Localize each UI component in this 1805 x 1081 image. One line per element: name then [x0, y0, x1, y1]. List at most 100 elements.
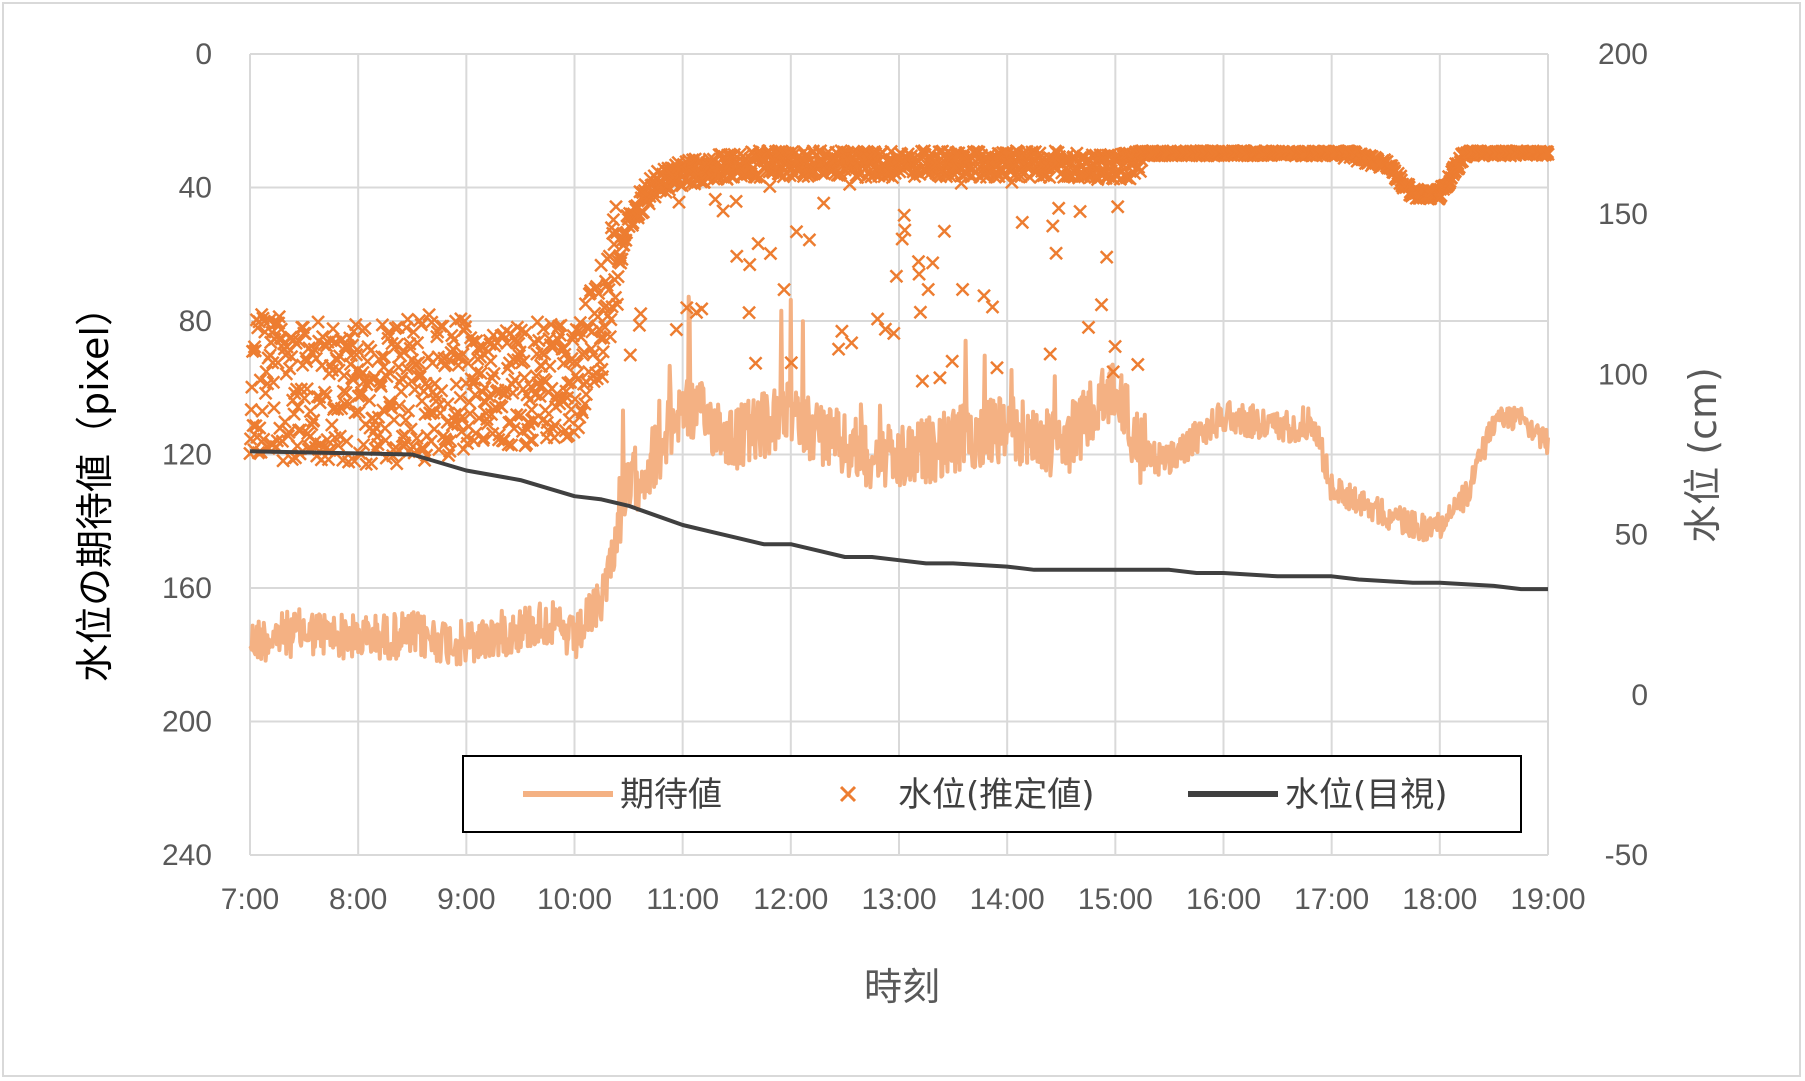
estimated-point [453, 390, 468, 405]
estimated-point [672, 195, 686, 209]
y-left-tick-label-6: 240 [162, 839, 212, 872]
estimated-point [455, 410, 470, 424]
estimated-point [763, 246, 778, 261]
estimated-point [579, 387, 594, 402]
estimated-point [443, 444, 457, 459]
estimated-point [538, 403, 553, 418]
estimated-point [400, 361, 414, 376]
estimated-point [291, 400, 305, 414]
estimated-point [990, 360, 1004, 375]
estimated-point [748, 356, 763, 371]
estimated-point [339, 385, 353, 400]
estimated-point [468, 388, 483, 402]
y-left-tick-labels: 0 40 80 120 160 200 240 [162, 38, 212, 872]
estimated-point [816, 196, 831, 210]
estimated-point [1106, 365, 1121, 379]
y-left-tick-label-5: 200 [162, 706, 212, 739]
estimated-point [610, 297, 625, 312]
estimated-point [575, 405, 590, 420]
estimated-point [632, 318, 647, 333]
estimated-point [441, 397, 455, 411]
estimated-point [531, 333, 546, 348]
estimated-point [501, 437, 516, 452]
estimated-point [253, 373, 268, 387]
y-left-tick-label-0: 0 [195, 38, 212, 71]
x-tick-label-7: 14:00 [970, 883, 1045, 916]
estimated-point [290, 439, 305, 453]
estimated-point [1133, 164, 1148, 179]
estimated-point [694, 302, 709, 316]
estimated-point [870, 312, 885, 326]
estimated-point [394, 384, 409, 399]
estimated-point [257, 314, 272, 329]
estimated-point [343, 331, 357, 345]
estimated-point [729, 249, 744, 264]
estimated-point [1099, 250, 1114, 264]
estimated-point [633, 306, 648, 321]
estimated-point [611, 269, 625, 284]
estimated-point [374, 379, 388, 394]
estimated-point [371, 437, 385, 452]
estimated-point [252, 421, 267, 435]
estimated-point [400, 312, 415, 327]
estimated-point [439, 434, 454, 449]
estimated-point [662, 182, 677, 197]
estimated-point [1042, 170, 1057, 185]
estimated-point [505, 386, 520, 400]
estimated-point [443, 434, 458, 448]
estimated-point [548, 418, 562, 432]
estimated-point [409, 431, 424, 446]
estimated-point [878, 322, 893, 337]
estimated-point [1051, 201, 1066, 216]
estimated-point [547, 430, 562, 445]
estimated-point [897, 208, 912, 223]
estimated-point [411, 355, 426, 370]
legend-label-estimated: 水位(推定値) [898, 775, 1095, 815]
estimated-point [933, 370, 947, 385]
estimated-point [463, 406, 477, 421]
estimated-point [359, 457, 374, 472]
estimated-point [444, 328, 459, 343]
x-tick-label-2: 9:00 [437, 883, 495, 916]
estimated-point [299, 354, 314, 369]
estimated-point [708, 192, 723, 207]
legend-label-expected: 期待値 [620, 775, 722, 815]
estimated-point [600, 278, 614, 293]
estimated-point [248, 343, 263, 358]
estimated-point [450, 417, 465, 431]
estimated-point [789, 224, 804, 239]
estimated-point [320, 432, 335, 447]
estimated-point [476, 431, 491, 445]
estimated-point [284, 349, 299, 364]
estimated-point [568, 392, 582, 406]
estimated-point [347, 454, 362, 468]
legend-swatch-estimated [839, 785, 857, 803]
estimated-point [679, 300, 694, 315]
estimated-point [523, 433, 538, 447]
estimated-point [615, 252, 629, 267]
x-tick-labels: 7:00 8:00 9:00 10:00 11:00 12:00 13:00 14:00 15:… [221, 883, 1586, 916]
estimated-point [259, 364, 274, 379]
estimated-point [350, 342, 364, 357]
estimated-point [287, 407, 301, 421]
estimated-point [636, 205, 651, 219]
y-left-tick-label-2: 80 [179, 305, 212, 338]
estimated-point [762, 179, 777, 194]
estimated-point [377, 350, 392, 364]
x-tick-label-8: 15:00 [1078, 883, 1153, 916]
estimated-point [478, 380, 492, 395]
estimated-point [374, 349, 389, 364]
estimated-point [346, 372, 361, 387]
estimated-point [354, 388, 368, 403]
estimated-point [360, 354, 375, 369]
estimated-point [358, 321, 372, 336]
y-right-tick-label-4: 0 [1631, 679, 1648, 712]
estimated-point [458, 320, 473, 334]
x-tick-label-10: 17:00 [1294, 883, 1369, 916]
estimated-point [319, 388, 333, 403]
estimated-point [886, 326, 901, 341]
estimated-point [410, 335, 425, 350]
estimated-point [784, 355, 799, 370]
y-right-tick-labels: 200 150 100 50 0 -50 [1598, 38, 1648, 872]
estimated-point [565, 332, 580, 347]
